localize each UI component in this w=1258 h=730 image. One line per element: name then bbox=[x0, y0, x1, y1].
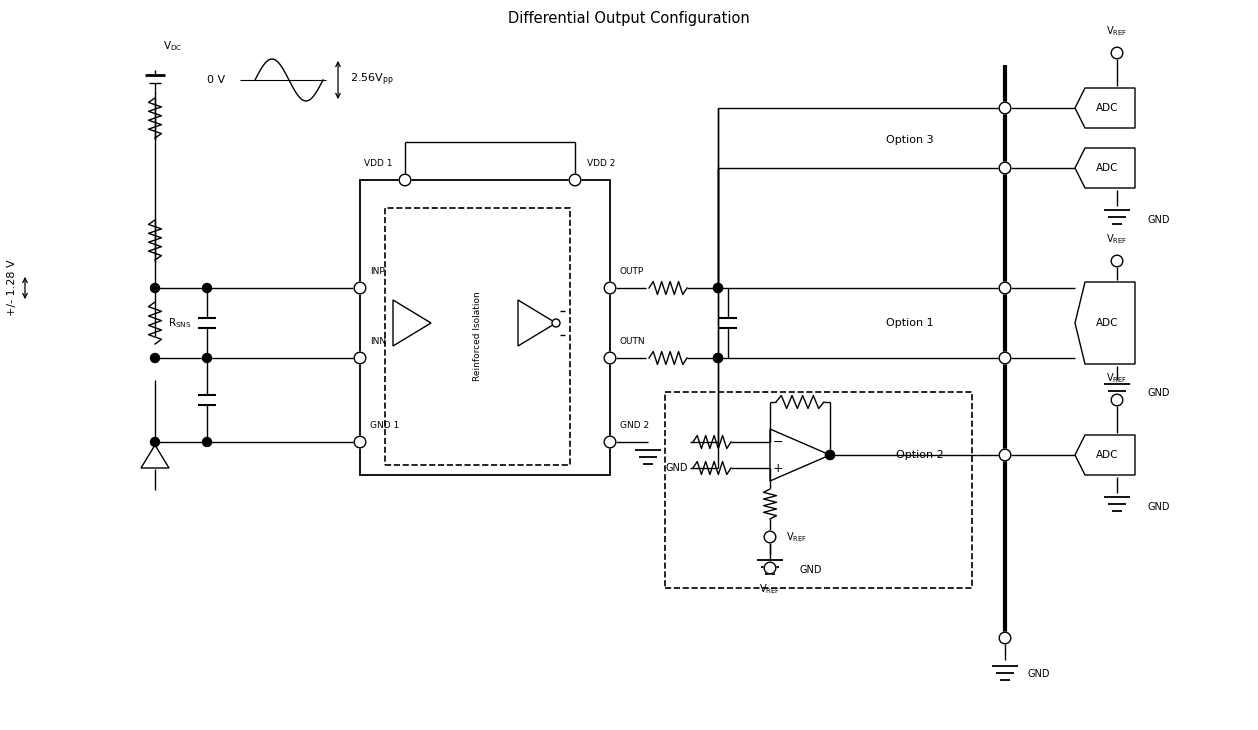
Text: Differential Output Configuration: Differential Output Configuration bbox=[508, 10, 750, 26]
Circle shape bbox=[999, 162, 1010, 174]
Circle shape bbox=[713, 353, 722, 363]
Text: 2.56V$_{\rm pp}$: 2.56V$_{\rm pp}$ bbox=[350, 72, 394, 88]
Circle shape bbox=[713, 353, 722, 363]
Circle shape bbox=[999, 283, 1010, 293]
Circle shape bbox=[552, 319, 560, 327]
Text: V$_{\rm REF}$: V$_{\rm REF}$ bbox=[786, 530, 808, 544]
Text: 0 V: 0 V bbox=[206, 75, 225, 85]
Circle shape bbox=[764, 562, 776, 574]
Text: GND 2: GND 2 bbox=[620, 421, 649, 430]
Text: Option 1: Option 1 bbox=[886, 318, 933, 328]
Bar bbox=[385, 208, 570, 465]
Text: Option 3: Option 3 bbox=[886, 135, 933, 145]
Text: Option 2: Option 2 bbox=[896, 450, 944, 460]
Text: INN: INN bbox=[370, 337, 386, 346]
Circle shape bbox=[355, 352, 366, 364]
Circle shape bbox=[604, 352, 616, 364]
Circle shape bbox=[151, 437, 160, 447]
Circle shape bbox=[355, 283, 366, 293]
Text: GND: GND bbox=[665, 463, 688, 473]
Circle shape bbox=[825, 450, 834, 459]
Circle shape bbox=[569, 174, 581, 186]
Text: ADC: ADC bbox=[1096, 163, 1118, 173]
Text: Reinforced Isolation: Reinforced Isolation bbox=[473, 291, 482, 381]
Text: V$_{\rm REF}$: V$_{\rm REF}$ bbox=[1106, 232, 1127, 246]
Circle shape bbox=[1111, 47, 1123, 59]
Circle shape bbox=[604, 437, 616, 447]
Text: GND: GND bbox=[1147, 215, 1170, 225]
Circle shape bbox=[713, 283, 722, 293]
Circle shape bbox=[203, 283, 211, 293]
Circle shape bbox=[713, 283, 722, 293]
Circle shape bbox=[203, 437, 211, 447]
Text: V$_{\rm REF}$: V$_{\rm REF}$ bbox=[760, 582, 781, 596]
Text: ADC: ADC bbox=[1096, 450, 1118, 460]
Text: −: − bbox=[772, 436, 784, 448]
Circle shape bbox=[604, 283, 616, 293]
Text: OUTP: OUTP bbox=[620, 267, 644, 276]
Text: V$_{\rm REF}$: V$_{\rm REF}$ bbox=[1106, 24, 1127, 38]
Text: R$_{\rm SNS}$: R$_{\rm SNS}$ bbox=[169, 316, 191, 330]
Circle shape bbox=[151, 353, 160, 363]
Text: V$_{\rm REF}$: V$_{\rm REF}$ bbox=[1106, 371, 1127, 385]
Circle shape bbox=[151, 283, 160, 293]
Circle shape bbox=[1111, 394, 1123, 406]
Text: +: + bbox=[772, 461, 784, 474]
Text: V$_{\rm DC}$: V$_{\rm DC}$ bbox=[164, 39, 182, 53]
Circle shape bbox=[399, 174, 411, 186]
Circle shape bbox=[999, 632, 1010, 644]
Circle shape bbox=[825, 450, 834, 459]
Text: GND: GND bbox=[800, 565, 823, 575]
Circle shape bbox=[203, 353, 211, 363]
Text: VDD 2: VDD 2 bbox=[587, 159, 615, 168]
Text: ADC: ADC bbox=[1096, 103, 1118, 113]
Bar bbox=[360, 180, 610, 475]
Bar bbox=[665, 392, 972, 588]
Text: VDD 1: VDD 1 bbox=[365, 159, 392, 168]
Circle shape bbox=[999, 102, 1010, 114]
Text: GND: GND bbox=[1147, 502, 1170, 512]
Circle shape bbox=[999, 449, 1010, 461]
Text: GND 1: GND 1 bbox=[370, 421, 399, 430]
Text: GND: GND bbox=[1147, 388, 1170, 398]
Text: GND: GND bbox=[1027, 669, 1049, 679]
Circle shape bbox=[999, 352, 1010, 364]
Text: INP: INP bbox=[370, 267, 385, 276]
Text: OUTN: OUTN bbox=[620, 337, 645, 346]
Text: ADC: ADC bbox=[1096, 318, 1118, 328]
Circle shape bbox=[355, 437, 366, 447]
Text: +/- 1.28 V: +/- 1.28 V bbox=[8, 260, 18, 316]
Circle shape bbox=[1111, 255, 1123, 266]
Circle shape bbox=[764, 531, 776, 543]
